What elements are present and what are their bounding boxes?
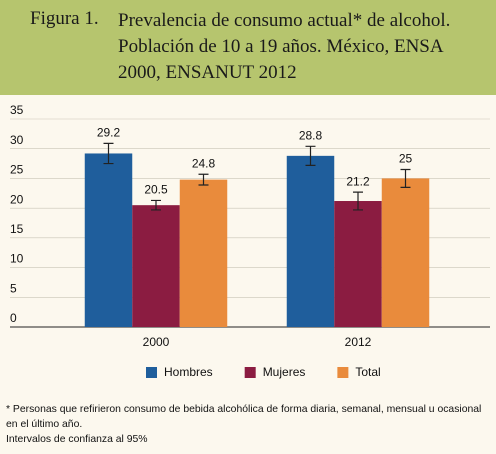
y-tick-label: 25 — [10, 163, 24, 177]
footnote: * Personas que refirieron consumo de beb… — [6, 404, 482, 430]
bar — [334, 201, 382, 327]
legend-label: Hombres — [164, 365, 213, 379]
x-tick-label: 2012 — [345, 335, 372, 349]
value-label: 24.8 — [192, 156, 216, 170]
y-tick-label: 30 — [10, 133, 24, 147]
footnote: Intervalos de confianza al 95% — [6, 434, 148, 445]
y-tick-label: 15 — [10, 222, 24, 236]
header: Figura 1. Prevalencia de consumo actual*… — [0, 0, 496, 95]
value-label: 25 — [399, 152, 413, 166]
error-bar — [103, 142, 114, 165]
error-bar — [198, 173, 209, 186]
error-bar — [400, 168, 411, 188]
bar — [132, 205, 180, 327]
legend-label: Total — [355, 365, 380, 379]
value-label: 20.5 — [144, 183, 168, 197]
bar — [179, 179, 228, 327]
chart: 0 5 10 15 20 25 30 35 2000 29.2 20.5 24.8 2012 28.8 21… — [10, 103, 490, 379]
value-label: 28.8 — [299, 129, 323, 143]
y-tick-label: 5 — [10, 281, 17, 295]
y-tick-label: 0 — [10, 311, 17, 325]
chart-title: Prevalencia de consumo actual* de alcoho… — [118, 10, 451, 83]
footnotes: * Personas que refirieron consumo de beb… — [6, 402, 492, 447]
legend-swatch — [146, 367, 157, 378]
error-bar — [151, 199, 161, 211]
legend-swatch — [337, 367, 349, 378]
error-bar — [305, 145, 316, 166]
x-tick-label: 2000 — [143, 335, 170, 349]
legend-swatch — [244, 367, 256, 378]
value-label: 29.2 — [97, 126, 121, 140]
bar — [381, 178, 430, 327]
bar — [84, 153, 133, 327]
figure-label: Figura 1. — [30, 8, 99, 29]
bar — [286, 155, 335, 327]
y-tick-label: 20 — [10, 192, 24, 206]
value-label: 21.2 — [346, 174, 370, 188]
legend-label: Mujeres — [263, 365, 306, 379]
error-bar — [353, 191, 363, 211]
y-tick-label: 35 — [10, 103, 24, 117]
y-tick-label: 10 — [10, 252, 24, 266]
